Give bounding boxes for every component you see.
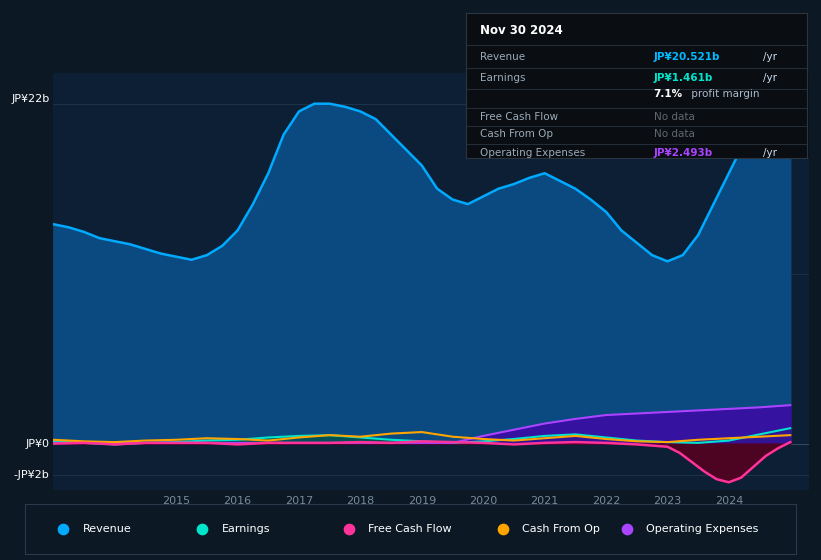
Text: profit margin: profit margin	[688, 90, 759, 100]
Text: -JP¥2b: -JP¥2b	[14, 469, 49, 479]
Text: JP¥22b: JP¥22b	[11, 94, 49, 104]
Text: Cash From Op: Cash From Op	[480, 129, 553, 139]
Text: JP¥2.493b: JP¥2.493b	[654, 148, 713, 158]
Text: /yr: /yr	[763, 52, 777, 62]
Text: Free Cash Flow: Free Cash Flow	[368, 524, 452, 534]
Text: No data: No data	[654, 129, 695, 139]
Text: JP¥1.461b: JP¥1.461b	[654, 73, 713, 83]
Text: Free Cash Flow: Free Cash Flow	[480, 112, 558, 122]
Text: Cash From Op: Cash From Op	[522, 524, 600, 534]
Text: Earnings: Earnings	[222, 524, 270, 534]
Text: Revenue: Revenue	[83, 524, 131, 534]
Text: Operating Expenses: Operating Expenses	[646, 524, 759, 534]
Text: /yr: /yr	[763, 148, 777, 158]
Bar	[655, 65, 814, 158]
Text: Nov 30 2024: Nov 30 2024	[480, 24, 562, 37]
Text: 7.1%: 7.1%	[654, 90, 683, 100]
Text: No data: No data	[654, 112, 695, 122]
Text: JP¥20.521b: JP¥20.521b	[654, 52, 720, 62]
Point	[57, 525, 70, 534]
Point	[620, 525, 633, 534]
Point	[195, 525, 209, 534]
Text: Operating Expenses: Operating Expenses	[480, 148, 585, 158]
Text: JP¥0: JP¥0	[25, 438, 49, 449]
Point	[497, 525, 510, 534]
Text: Revenue: Revenue	[480, 52, 525, 62]
Text: /yr: /yr	[763, 73, 777, 83]
Text: Earnings: Earnings	[480, 73, 525, 83]
Point	[342, 525, 355, 534]
